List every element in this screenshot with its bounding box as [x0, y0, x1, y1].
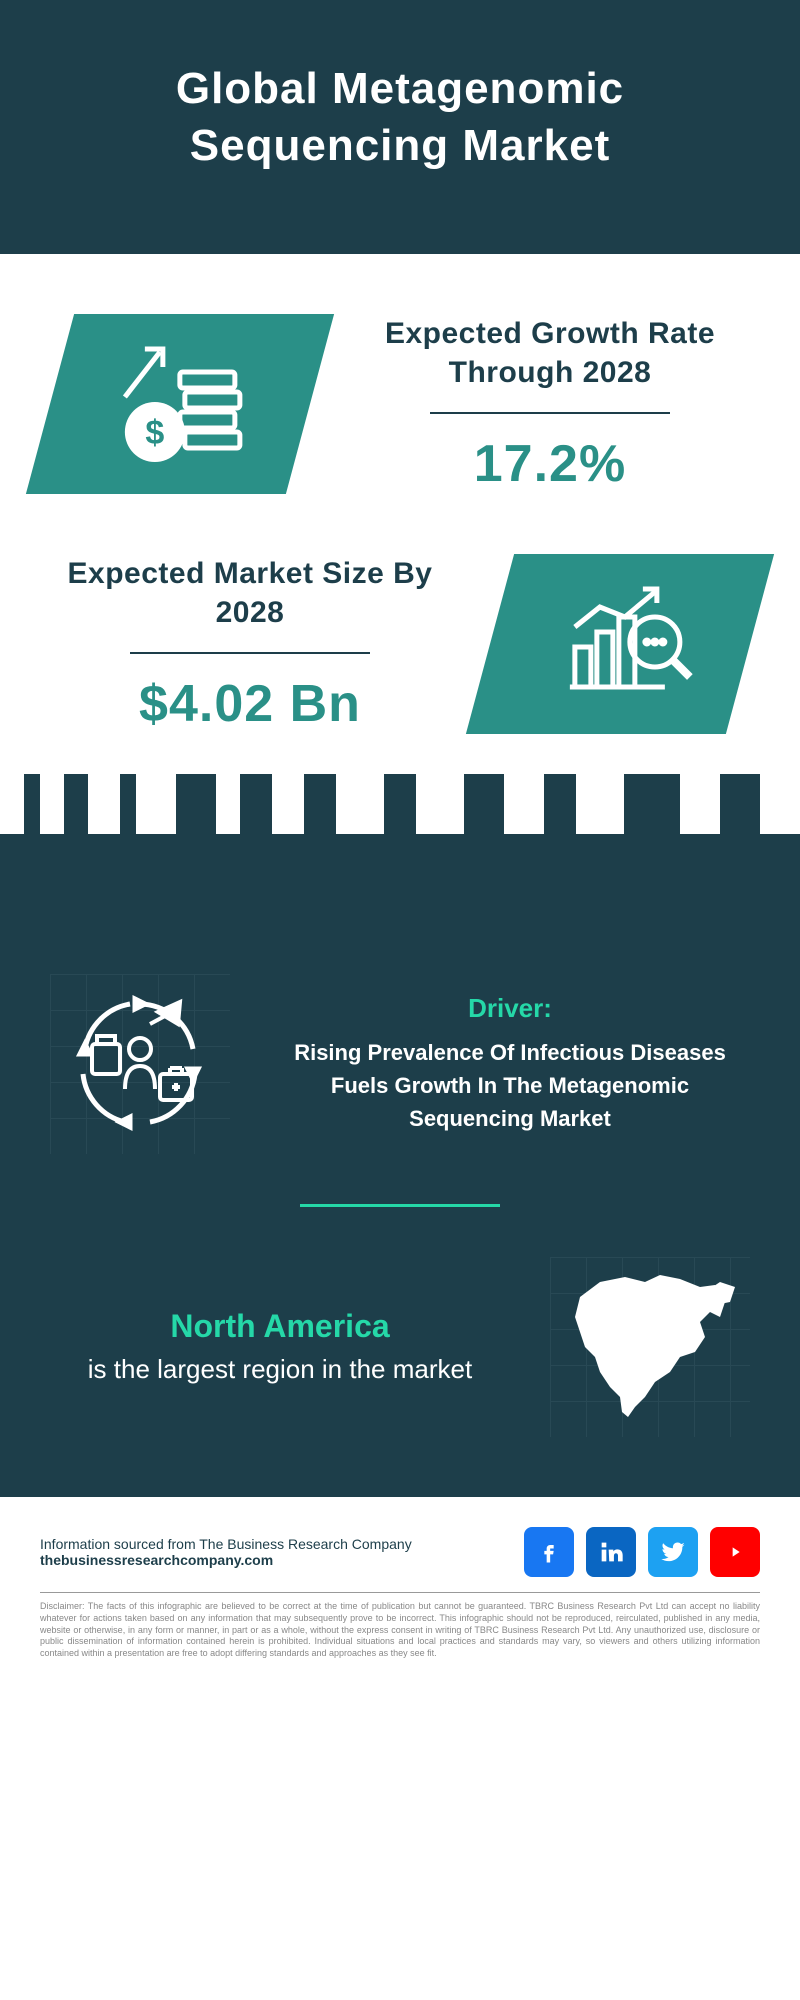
driver-icon [50, 974, 230, 1154]
source-text: Information sourced from The Business Re… [40, 1536, 412, 1568]
driver-body: Rising Prevalence Of Infectious Diseases… [270, 1036, 750, 1135]
teal-divider [300, 1204, 500, 1207]
region-name: North America [50, 1308, 510, 1345]
twitter-icon[interactable] [648, 1527, 698, 1577]
dark-section: Driver: Rising Prevalence Of Infectious … [0, 954, 800, 1497]
stat-growth-label: Expected Growth Rate Through 2028 [350, 314, 750, 392]
region-text: North America is the largest region in t… [50, 1308, 510, 1387]
divider [130, 652, 370, 654]
driver-text: Driver: Rising Prevalence Of Infectious … [270, 993, 750, 1135]
driver-label: Driver: [270, 993, 750, 1024]
page-title: Global Metagenomic Sequencing Market [40, 60, 760, 174]
stats-section: $ Expected Growth Rate Through 2028 17.2… [0, 254, 800, 834]
skyline-divider [0, 834, 800, 954]
stat-growth-value: 17.2% [350, 434, 750, 494]
region-row: North America is the largest region in t… [50, 1257, 750, 1437]
stat-size-value: $4.02 Bn [50, 674, 450, 734]
header: Global Metagenomic Sequencing Market [0, 0, 800, 254]
region-body: is the largest region in the market [50, 1351, 510, 1387]
linkedin-icon[interactable] [586, 1527, 636, 1577]
north-america-map-icon [550, 1257, 750, 1437]
driver-row: Driver: Rising Prevalence Of Infectious … [50, 974, 750, 1154]
social-links [524, 1527, 760, 1577]
divider [430, 412, 670, 414]
stat-growth-text: Expected Growth Rate Through 2028 17.2% [350, 314, 750, 494]
stat-market-size: Expected Market Size By 2028 $4.02 Bn [50, 554, 750, 734]
stat-growth-rate: $ Expected Growth Rate Through 2028 17.2… [50, 314, 750, 494]
stat-size-text: Expected Market Size By 2028 $4.02 Bn [50, 554, 450, 734]
chart-magnify-icon [466, 554, 774, 734]
facebook-icon[interactable] [524, 1527, 574, 1577]
svg-text:$: $ [146, 414, 165, 452]
disclaimer-text: Disclaimer: The facts of this infographi… [40, 1601, 760, 1659]
source-url: thebusinessresearchcompany.com [40, 1552, 412, 1568]
footer: Information sourced from The Business Re… [0, 1497, 800, 1679]
stat-size-label: Expected Market Size By 2028 [50, 554, 450, 632]
source-line1: Information sourced from The Business Re… [40, 1536, 412, 1552]
growth-money-icon: $ [26, 314, 334, 494]
youtube-icon[interactable] [710, 1527, 760, 1577]
